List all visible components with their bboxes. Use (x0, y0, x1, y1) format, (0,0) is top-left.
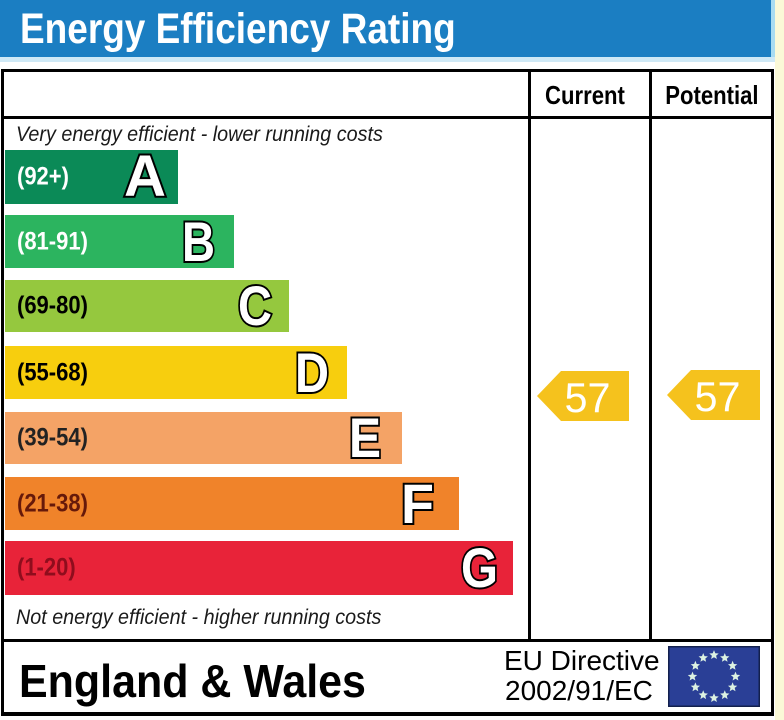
svg-text:F: F (401, 476, 434, 532)
svg-text:D: D (295, 345, 329, 401)
svg-text:E: E (349, 410, 381, 466)
svg-text:B: B (182, 214, 215, 270)
svg-text:G: G (461, 540, 498, 596)
svg-text:57: 57 (565, 374, 611, 421)
svg-text:A: A (124, 149, 166, 205)
svg-text:57: 57 (695, 373, 741, 420)
svg-text:C: C (238, 278, 272, 334)
